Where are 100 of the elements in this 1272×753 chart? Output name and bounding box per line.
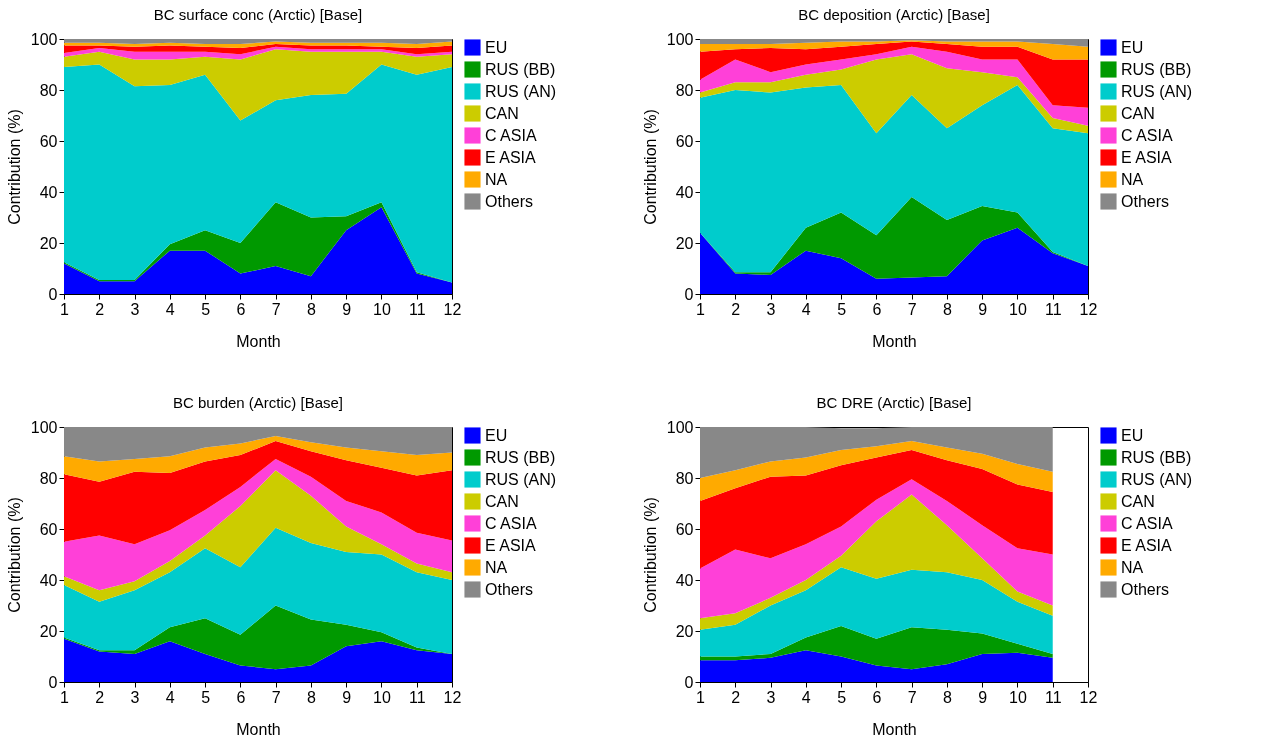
x-tick-label: 6 [872, 300, 882, 318]
x-tick-label: 11 [408, 688, 426, 706]
y-tick-label: 60 [675, 132, 694, 150]
chart-title: BC surface conc (Arctic) [Base] [153, 6, 363, 23]
x-tick-label: 10 [1009, 300, 1027, 318]
x-tick-label: 2 [731, 300, 741, 318]
legend-label: Others [485, 580, 534, 598]
legend-label: NA [1121, 170, 1144, 188]
x-tick-label: 2 [731, 688, 741, 706]
x-tick-label: 3 [766, 688, 776, 706]
legend-label: C ASIA [1121, 514, 1173, 532]
y-axis-title: Contribution (%) [641, 497, 659, 613]
x-tick-label: 12 [1079, 300, 1098, 318]
y-tick-label: 0 [684, 285, 694, 303]
chart-title: BC burden (Arctic) [Base] [172, 394, 344, 411]
y-tick-label: 100 [30, 418, 58, 436]
legend-label: NA [485, 170, 508, 188]
legend-label: EU [1121, 38, 1144, 56]
y-axis-title: Contribution (%) [5, 497, 23, 613]
legend-label: Others [1121, 580, 1170, 598]
x-tick-label: 1 [60, 300, 70, 318]
x-axis-title: Month [872, 720, 917, 738]
x-tick-label: 4 [165, 300, 175, 318]
legend-label: EU [1121, 426, 1144, 444]
x-tick-label: 6 [872, 688, 882, 706]
y-tick-label: 60 [675, 520, 694, 538]
legend-label: E ASIA [1121, 536, 1173, 554]
x-tick-label: 9 [978, 300, 988, 318]
x-tick-label: 2 [95, 688, 105, 706]
x-tick-label: 3 [766, 300, 776, 318]
x-tick-label: 10 [373, 300, 391, 318]
x-tick-label: 3 [130, 688, 140, 706]
x-tick-label: 11 [1044, 688, 1062, 706]
legend-label: C ASIA [485, 514, 537, 532]
y-tick-label: 60 [39, 520, 58, 538]
x-tick-label: 10 [1009, 688, 1027, 706]
x-tick-label: 5 [201, 688, 211, 706]
x-tick-label: 3 [130, 300, 140, 318]
legend-label: RUS (BB) [485, 448, 556, 466]
legend-label: CAN [485, 492, 519, 510]
legend-label: E ASIA [485, 536, 537, 554]
x-tick-label: 9 [978, 688, 988, 706]
legend-label: CAN [1121, 104, 1155, 122]
x-axis-title: Month [236, 332, 281, 350]
x-tick-label: 9 [342, 300, 352, 318]
y-tick-label: 100 [666, 418, 694, 436]
x-tick-label: 1 [60, 688, 70, 706]
x-tick-label: 9 [342, 688, 352, 706]
y-tick-label: 40 [39, 571, 58, 589]
legend-label: E ASIA [1121, 148, 1173, 166]
y-tick-label: 0 [684, 673, 694, 691]
x-tick-label: 12 [1079, 688, 1098, 706]
x-tick-label: 8 [306, 300, 316, 318]
y-tick-label: 40 [675, 571, 694, 589]
x-tick-label: 1 [696, 688, 706, 706]
x-tick-label: 5 [201, 300, 211, 318]
x-tick-label: 1 [696, 300, 706, 318]
y-axis-title: Contribution (%) [5, 109, 23, 225]
chart-title: BC deposition (Arctic) [Base] [798, 6, 990, 23]
legend-label: RUS (AN) [1121, 82, 1193, 100]
y-tick-label: 60 [39, 132, 58, 150]
legend-label: CAN [485, 104, 519, 122]
x-tick-label: 11 [408, 300, 426, 318]
legend-label: C ASIA [485, 126, 537, 144]
x-axis-title: Month [872, 332, 917, 350]
x-tick-label: 12 [443, 300, 462, 318]
y-tick-label: 100 [666, 30, 694, 48]
y-tick-label: 80 [675, 81, 694, 99]
legend-label: RUS (BB) [1121, 60, 1192, 78]
x-tick-label: 8 [942, 300, 952, 318]
y-tick-label: 20 [675, 622, 694, 640]
x-tick-label: 10 [373, 688, 391, 706]
x-tick-label: 5 [837, 300, 847, 318]
legend-label: Others [1121, 192, 1170, 210]
legend-label: Others [485, 192, 534, 210]
y-tick-label: 20 [39, 234, 58, 252]
y-tick-label: 100 [30, 30, 58, 48]
x-tick-label: 12 [443, 688, 462, 706]
chart-title: BC DRE (Arctic) [Base] [816, 394, 972, 411]
legend-label: E ASIA [485, 148, 537, 166]
legend-label: CAN [1121, 492, 1155, 510]
y-tick-label: 20 [39, 622, 58, 640]
legend-label: EU [485, 38, 508, 56]
y-tick-label: 0 [48, 285, 58, 303]
y-tick-label: 80 [39, 469, 58, 487]
x-tick-label: 4 [165, 688, 175, 706]
y-tick-label: 80 [39, 81, 58, 99]
x-tick-label: 7 [907, 300, 917, 318]
legend-label: RUS (AN) [1121, 470, 1193, 488]
x-tick-label: 5 [837, 688, 847, 706]
legend-label: EU [485, 426, 508, 444]
legend-label: NA [485, 558, 508, 576]
y-tick-label: 80 [675, 469, 694, 487]
x-tick-label: 6 [236, 688, 246, 706]
x-axis-title: Month [236, 720, 281, 738]
y-tick-label: 0 [48, 673, 58, 691]
y-axis-title: Contribution (%) [641, 109, 659, 225]
legend-label: RUS (AN) [485, 82, 557, 100]
x-tick-label: 8 [306, 688, 316, 706]
y-tick-label: 20 [675, 234, 694, 252]
